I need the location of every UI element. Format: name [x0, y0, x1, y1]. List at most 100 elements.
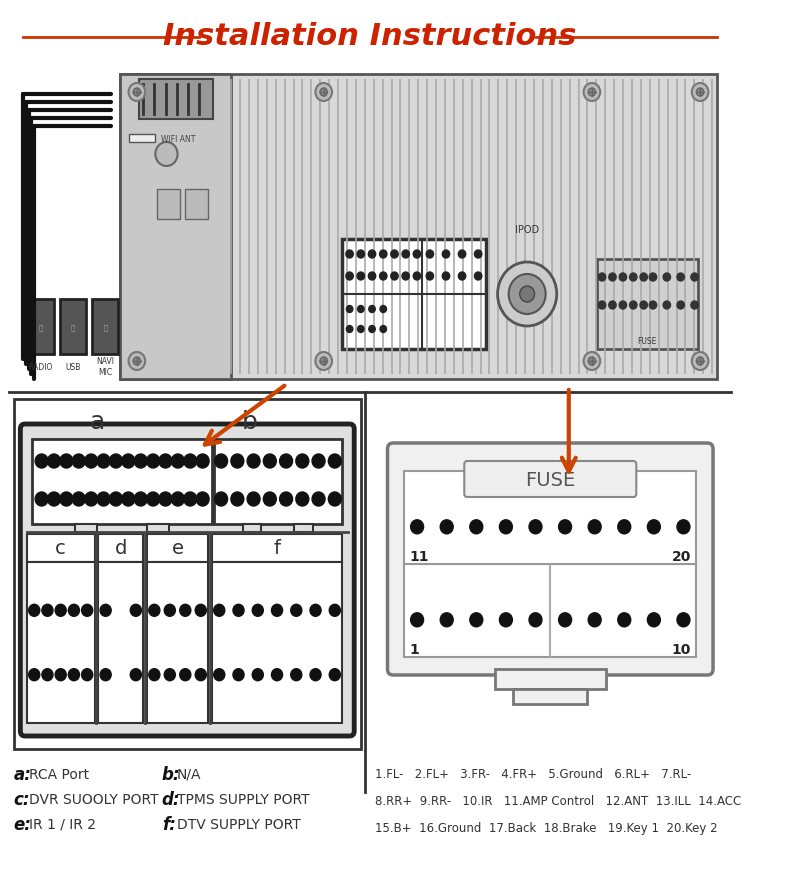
- Circle shape: [558, 613, 571, 627]
- Circle shape: [296, 455, 309, 469]
- Bar: [14, 399, 361, 749]
- Text: 15.B+  16.Ground  17.Back  18.Brake   19.Key 1  20.Key 2: 15.B+ 16.Ground 17.Back 18.Brake 19.Key …: [374, 822, 717, 835]
- Bar: [98, 535, 143, 563]
- Circle shape: [458, 273, 466, 281]
- Circle shape: [180, 669, 191, 681]
- Circle shape: [159, 455, 172, 469]
- Text: 11: 11: [410, 550, 430, 564]
- Circle shape: [470, 520, 482, 534]
- Bar: [294, 524, 313, 532]
- Circle shape: [414, 273, 421, 281]
- Bar: [130, 135, 155, 143]
- Circle shape: [474, 251, 482, 259]
- Circle shape: [100, 669, 111, 681]
- Circle shape: [346, 273, 354, 281]
- Circle shape: [231, 455, 244, 469]
- Circle shape: [60, 493, 73, 507]
- Text: a:: a:: [14, 765, 32, 783]
- Text: DVR SUOOLY PORT: DVR SUOOLY PORT: [29, 792, 158, 806]
- Circle shape: [233, 669, 244, 681]
- Circle shape: [196, 455, 209, 469]
- Circle shape: [290, 605, 302, 616]
- Circle shape: [470, 613, 482, 627]
- Circle shape: [42, 669, 53, 681]
- Circle shape: [68, 605, 79, 616]
- Circle shape: [609, 302, 616, 310]
- Circle shape: [29, 605, 40, 616]
- Text: WIFI ANT: WIFI ANT: [161, 134, 195, 143]
- Text: ⬛: ⬛: [71, 324, 75, 330]
- Text: TPMS SUPPLY PORT: TPMS SUPPLY PORT: [177, 792, 310, 806]
- Text: USB: USB: [66, 362, 81, 371]
- Text: 1: 1: [410, 643, 419, 656]
- Bar: [147, 563, 208, 723]
- Circle shape: [320, 89, 327, 97]
- Circle shape: [233, 605, 244, 616]
- Circle shape: [380, 326, 386, 333]
- Circle shape: [252, 669, 263, 681]
- Circle shape: [149, 605, 160, 616]
- Bar: [243, 524, 262, 532]
- Circle shape: [598, 274, 606, 282]
- Circle shape: [619, 302, 626, 310]
- Bar: [27, 563, 94, 723]
- Circle shape: [315, 353, 332, 371]
- Circle shape: [499, 520, 512, 534]
- Circle shape: [312, 455, 325, 469]
- Circle shape: [68, 669, 79, 681]
- Circle shape: [368, 251, 376, 259]
- Circle shape: [663, 274, 670, 282]
- Circle shape: [474, 273, 482, 281]
- Circle shape: [697, 357, 704, 365]
- Circle shape: [146, 493, 159, 507]
- Circle shape: [379, 273, 387, 281]
- Bar: [268, 563, 286, 571]
- Circle shape: [440, 613, 453, 627]
- Circle shape: [214, 493, 227, 507]
- Circle shape: [155, 143, 178, 167]
- FancyBboxPatch shape: [387, 443, 713, 675]
- Circle shape: [529, 613, 542, 627]
- Bar: [514, 689, 587, 704]
- Bar: [120, 75, 717, 379]
- Circle shape: [328, 493, 342, 507]
- Bar: [147, 524, 169, 532]
- Circle shape: [402, 273, 410, 281]
- Circle shape: [252, 605, 263, 616]
- Text: f:: f:: [162, 815, 176, 833]
- Circle shape: [647, 613, 660, 627]
- Circle shape: [271, 605, 282, 616]
- Text: b: b: [242, 409, 258, 434]
- Circle shape: [296, 493, 309, 507]
- Bar: [98, 563, 143, 723]
- Circle shape: [509, 275, 546, 314]
- Circle shape: [231, 493, 244, 507]
- Text: 8.RR+  9.RR-   10.IR   11.AMP Control   12.ANT  13.ILL  14.ACC: 8.RR+ 9.RR- 10.IR 11.AMP Control 12.ANT …: [374, 795, 741, 808]
- Circle shape: [134, 455, 147, 469]
- Bar: [212, 563, 342, 723]
- Bar: [168, 563, 186, 571]
- Circle shape: [35, 493, 48, 507]
- Text: FUSE: FUSE: [638, 337, 657, 346]
- Text: ⬛: ⬛: [38, 324, 43, 330]
- Circle shape: [315, 84, 332, 102]
- Circle shape: [72, 493, 86, 507]
- Circle shape: [630, 274, 637, 282]
- Circle shape: [72, 455, 86, 469]
- Circle shape: [149, 669, 160, 681]
- Circle shape: [247, 493, 260, 507]
- Circle shape: [630, 302, 637, 310]
- Circle shape: [312, 493, 325, 507]
- Bar: [93, 299, 118, 355]
- Circle shape: [129, 84, 146, 102]
- Text: d: d: [114, 539, 127, 558]
- Circle shape: [310, 605, 321, 616]
- Text: 20: 20: [671, 550, 691, 564]
- Bar: [212, 535, 342, 563]
- Text: ⬛: ⬛: [103, 324, 107, 330]
- Circle shape: [42, 605, 53, 616]
- FancyBboxPatch shape: [464, 462, 636, 498]
- Circle shape: [82, 669, 93, 681]
- Circle shape: [618, 520, 630, 534]
- Circle shape: [442, 251, 450, 259]
